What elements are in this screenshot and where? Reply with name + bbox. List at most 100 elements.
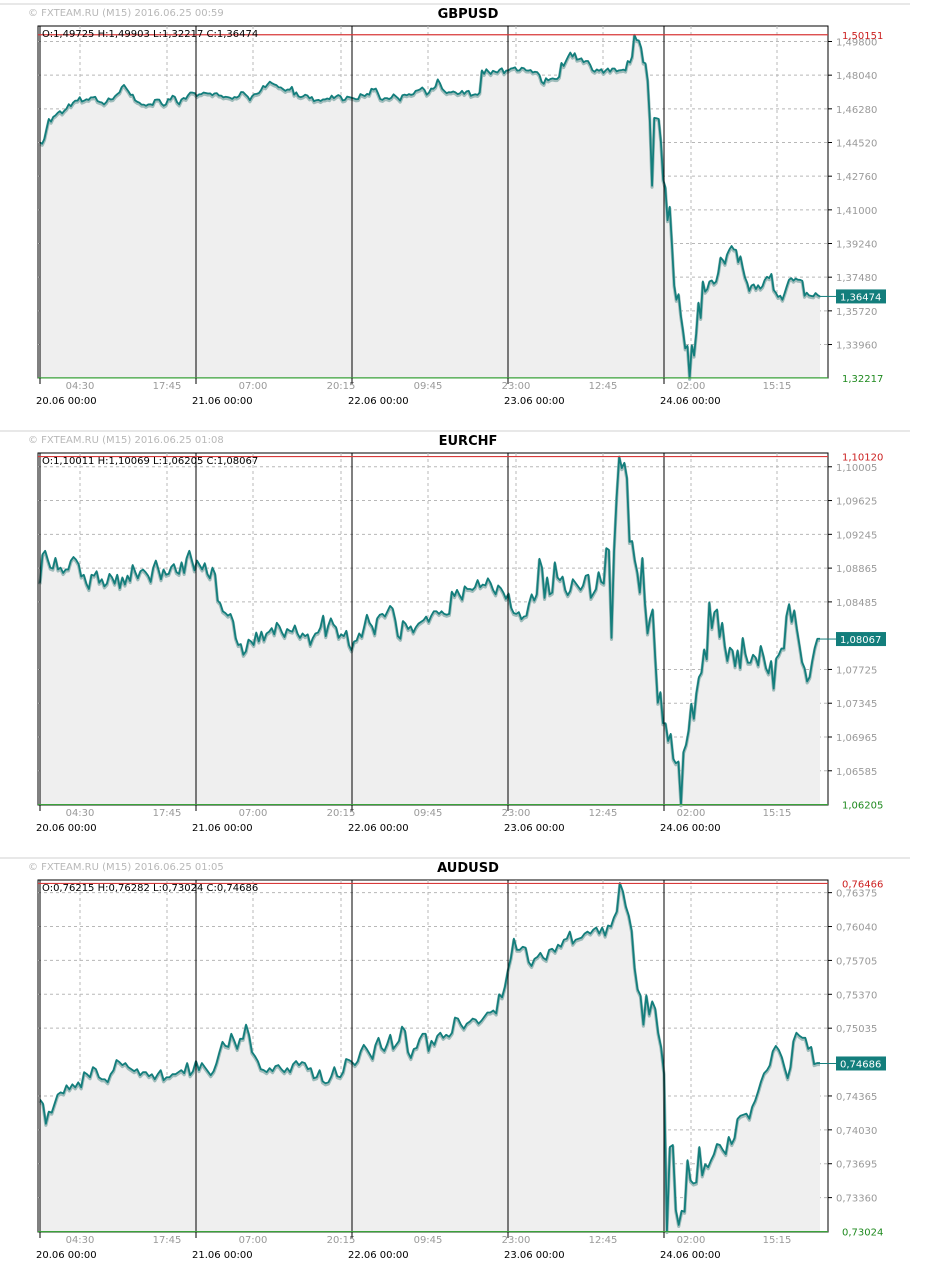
y-tick-label: 0,76375 xyxy=(836,889,877,900)
chart-panel-eurchf: © FXTEAM.RU (M15) 2016.06.25 01:08 EURCHF… xyxy=(0,427,931,847)
price-area xyxy=(40,34,820,379)
y-tick-label: 1,49800 xyxy=(836,37,877,48)
chart-panel-audusd: © FXTEAM.RU (M15) 2016.06.25 01:05 AUDUSD… xyxy=(0,854,931,1274)
watermark: © FXTEAM.RU (M15) 2016.06.25 01:08 xyxy=(28,435,224,446)
y-tick-label: 1,37480 xyxy=(836,273,877,284)
x-date-label: 20.06 00:00 xyxy=(36,823,97,834)
y-tick-label: 1,07345 xyxy=(836,699,877,710)
x-time-label: 23:00 xyxy=(502,1235,531,1246)
x-time-label: 17:45 xyxy=(153,1235,182,1246)
ohlc-readout: O:0,76215 H:0,76282 L:0,73024 C:0,74686 xyxy=(42,883,258,894)
x-date-label: 24.06 00:00 xyxy=(660,396,721,407)
x-time-label: 04:30 xyxy=(66,1235,95,1246)
x-date-label: 24.06 00:00 xyxy=(660,823,721,834)
price-line xyxy=(39,33,821,379)
close-price-badge xyxy=(836,1056,886,1071)
y-tick-label: 1,41000 xyxy=(836,206,877,217)
x-date-label: 21.06 00:00 xyxy=(192,823,253,834)
x-date-label: 21.06 00:00 xyxy=(192,396,253,407)
ohlc-readout: O:1,49725 H:1,49903 L:1,32217 C:1,36474 xyxy=(42,29,258,40)
x-time-label: 07:00 xyxy=(239,808,268,819)
x-time-label: 02:00 xyxy=(677,808,706,819)
close-price-badge xyxy=(836,632,886,647)
x-time-label: 04:30 xyxy=(66,381,95,392)
price-area xyxy=(40,883,820,1232)
x-time-label: 15:15 xyxy=(763,1235,792,1246)
x-date-label: 23.06 00:00 xyxy=(504,1250,565,1261)
x-time-label: 07:00 xyxy=(239,1235,268,1246)
y-tick-label: 1,39240 xyxy=(836,240,877,251)
price-line xyxy=(39,455,820,806)
x-time-label: 15:15 xyxy=(763,381,792,392)
x-time-label: 17:45 xyxy=(153,381,182,392)
y-tick-label: 0,73695 xyxy=(836,1160,877,1171)
low-price-label: 1,06205 xyxy=(842,801,883,812)
low-price-label: 1,32217 xyxy=(842,374,883,385)
y-tick-label: 1,09625 xyxy=(836,497,877,508)
x-date-label: 22.06 00:00 xyxy=(348,823,409,834)
x-time-label: 20:15 xyxy=(327,1235,356,1246)
symbol-title: EURCHF xyxy=(439,434,498,449)
y-tick-label: 1,10005 xyxy=(836,463,877,474)
x-time-label: 09:45 xyxy=(414,381,443,392)
y-tick-label: 1,08865 xyxy=(836,564,877,575)
y-tick-label: 1,46280 xyxy=(836,105,877,116)
x-time-label: 07:00 xyxy=(239,381,268,392)
y-tick-label: 1,06965 xyxy=(836,733,877,744)
close-price-badge xyxy=(836,289,886,304)
x-time-label: 15:15 xyxy=(763,808,792,819)
y-tick-label: 0,75705 xyxy=(836,956,877,967)
y-tick-label: 1,35720 xyxy=(836,307,877,318)
y-tick-label: 1,06585 xyxy=(836,767,877,778)
x-date-label: 22.06 00:00 xyxy=(348,396,409,407)
x-date-label: 23.06 00:00 xyxy=(504,823,565,834)
x-date-label: 23.06 00:00 xyxy=(504,396,565,407)
symbol-title: AUDUSD xyxy=(437,861,499,876)
x-date-label: 20.06 00:00 xyxy=(36,1250,97,1261)
y-tick-label: 0,74365 xyxy=(836,1092,877,1103)
y-tick-label: 1,48040 xyxy=(836,71,877,82)
x-time-label: 12:45 xyxy=(589,808,618,819)
x-time-label: 20:15 xyxy=(327,381,356,392)
x-time-label: 04:30 xyxy=(66,808,95,819)
y-tick-label: 1,44520 xyxy=(836,139,877,150)
high-price-label: 1,50151 xyxy=(842,31,883,42)
symbol-title: GBPUSD xyxy=(438,7,499,22)
x-time-label: 09:45 xyxy=(414,1235,443,1246)
price-area xyxy=(40,456,820,805)
price-line xyxy=(39,882,820,1232)
x-date-label: 21.06 00:00 xyxy=(192,1250,253,1261)
y-tick-label: 0,75035 xyxy=(836,1024,877,1035)
watermark: © FXTEAM.RU (M15) 2016.06.25 00:59 xyxy=(28,8,224,19)
close-price-label: 0,74686 xyxy=(840,1059,881,1070)
x-date-label: 20.06 00:00 xyxy=(36,396,97,407)
y-tick-label: 0,76040 xyxy=(836,923,877,934)
x-date-label: 22.06 00:00 xyxy=(348,1250,409,1261)
x-time-label: 02:00 xyxy=(677,381,706,392)
x-time-label: 09:45 xyxy=(414,808,443,819)
low-price-label: 0,73024 xyxy=(842,1228,883,1239)
y-tick-label: 1,08485 xyxy=(836,598,877,609)
x-time-label: 12:45 xyxy=(589,381,618,392)
chart-panel-gbpusd: © FXTEAM.RU (M15) 2016.06.25 00:59 GBPUSD… xyxy=(0,0,931,420)
y-tick-label: 1,07725 xyxy=(836,665,877,676)
x-time-label: 20:15 xyxy=(327,808,356,819)
y-tick-label: 1,42760 xyxy=(836,172,877,183)
x-date-label: 24.06 00:00 xyxy=(660,1250,721,1261)
y-tick-label: 0,74030 xyxy=(836,1126,877,1137)
watermark: © FXTEAM.RU (M15) 2016.06.25 01:05 xyxy=(28,862,224,873)
close-price-label: 1,08067 xyxy=(840,635,881,646)
x-time-label: 23:00 xyxy=(502,381,531,392)
y-tick-label: 1,09245 xyxy=(836,530,877,541)
y-tick-label: 1,33960 xyxy=(836,341,877,352)
ohlc-readout: O:1,10011 H:1,10069 L:1,06205 C:1,08067 xyxy=(42,456,258,467)
x-time-label: 23:00 xyxy=(502,808,531,819)
x-time-label: 12:45 xyxy=(589,1235,618,1246)
close-price-label: 1,36474 xyxy=(840,292,881,303)
x-time-label: 02:00 xyxy=(677,1235,706,1246)
x-time-label: 17:45 xyxy=(153,808,182,819)
high-price-label: 1,10120 xyxy=(842,453,883,464)
y-tick-label: 0,75370 xyxy=(836,990,877,1001)
y-tick-label: 0,73360 xyxy=(836,1194,877,1205)
high-price-label: 0,76466 xyxy=(842,879,883,890)
